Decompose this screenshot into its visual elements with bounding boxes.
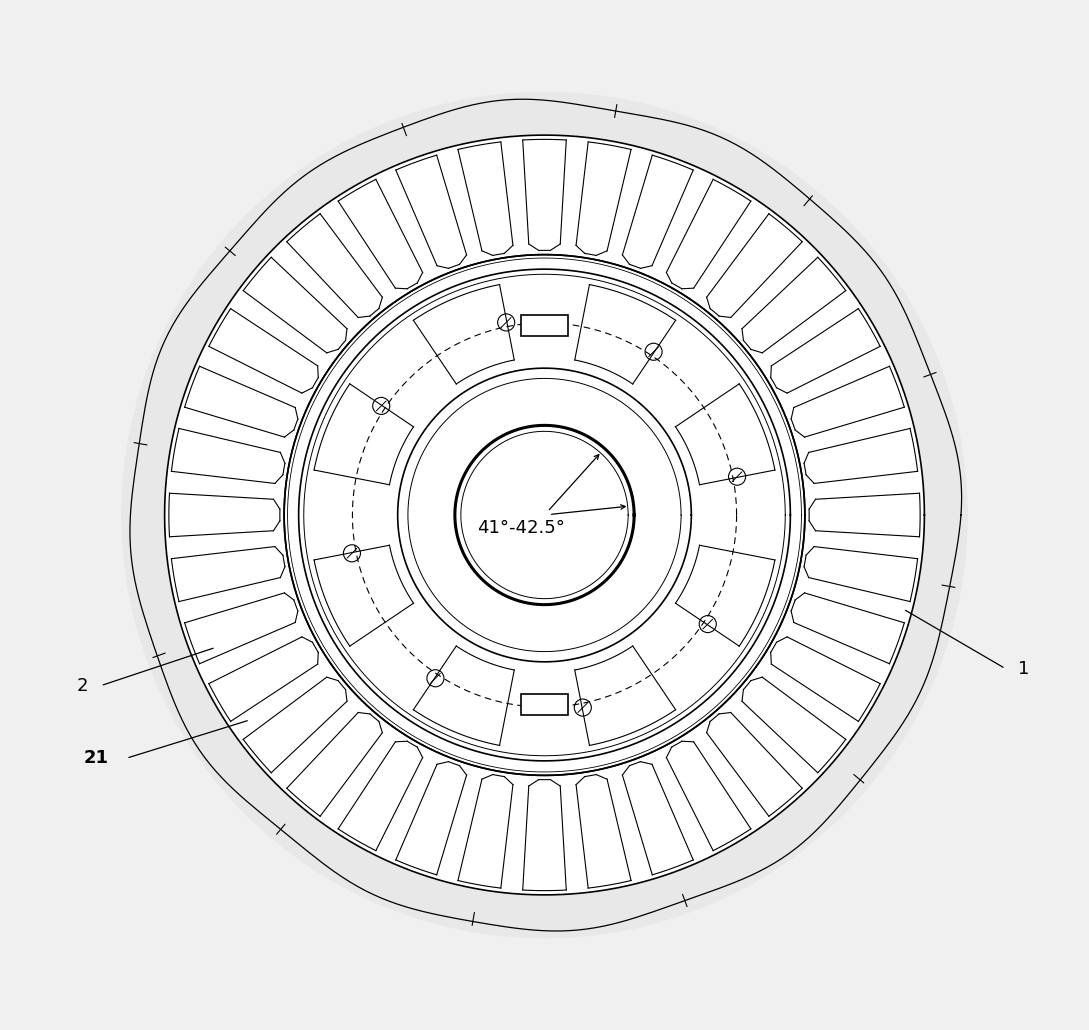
Circle shape <box>164 135 925 895</box>
Text: 1: 1 <box>1018 659 1030 678</box>
Bar <box>521 315 568 336</box>
Text: 21: 21 <box>84 749 109 767</box>
Circle shape <box>164 135 925 895</box>
Circle shape <box>298 269 791 761</box>
Text: 41°-42.5°: 41°-42.5° <box>477 519 564 537</box>
Bar <box>521 694 568 715</box>
Text: 2: 2 <box>76 677 88 695</box>
Circle shape <box>455 425 634 605</box>
Circle shape <box>122 93 967 937</box>
